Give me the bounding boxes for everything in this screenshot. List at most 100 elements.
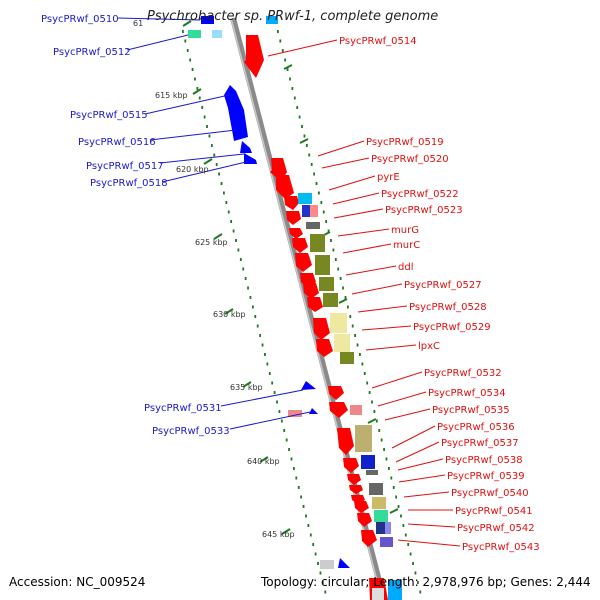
gene-label-right[interactable]: PsycPRwf_0520 — [371, 154, 449, 165]
gene-arrow-0537[interactable] — [343, 458, 359, 473]
scale-dot — [286, 68, 289, 71]
gene-arrow-0532[interactable] — [328, 386, 344, 400]
gene-arrow-0533[interactable] — [309, 408, 318, 414]
scale-dot — [201, 106, 204, 109]
scale-dot — [419, 590, 422, 594]
gene-label-right[interactable]: PsycPRwf_0514 — [339, 36, 417, 47]
scale-dot — [392, 486, 395, 489]
gene-label-right[interactable]: PsycPRwf_0536 — [437, 422, 515, 433]
gene-label-left[interactable]: PsycPRwf_0512 — [53, 47, 131, 58]
gene-label-left[interactable]: PsycPRwf_0531 — [144, 403, 222, 414]
cog-box-0538 — [366, 470, 378, 475]
gene-label-left[interactable]: PsycPRwf_0515 — [70, 110, 148, 121]
leader-line — [159, 153, 245, 164]
gene-arrow-0534[interactable] — [329, 402, 348, 418]
scale-dot — [298, 115, 301, 119]
gene-arrow-0514[interactable] — [244, 35, 264, 78]
gene-arrow-murG[interactable] — [292, 238, 308, 253]
scale-dot — [283, 429, 286, 432]
gene-label-left[interactable]: PsycPRwf_0510 — [41, 14, 119, 25]
gene-label-right[interactable]: murG — [391, 225, 419, 236]
gene-label-right[interactable]: PsycPRwf_0542 — [457, 523, 535, 534]
gene-label-right[interactable]: PsycPRwf_0523 — [385, 205, 463, 216]
gene-arrow-0541[interactable] — [354, 501, 369, 513]
gene-arrow-0528[interactable] — [307, 297, 323, 312]
gene-label-right[interactable]: PsycPRwf_0527 — [404, 280, 482, 291]
gene-label-right[interactable]: PsycPRwf_0522 — [381, 189, 459, 200]
gene-arrow-0542[interactable] — [357, 513, 372, 527]
scale-dot — [235, 239, 237, 242]
gene-arrow-pyrE[interactable] — [284, 196, 299, 210]
scale-dot — [285, 438, 288, 442]
gene-label-right[interactable]: lpxC — [418, 341, 440, 352]
gene-label-left[interactable]: PsycPRwf_0518 — [90, 178, 168, 189]
scale-dot — [251, 305, 254, 309]
scale-dot — [290, 457, 293, 461]
leader-line — [398, 474, 446, 483]
leader-line — [117, 17, 201, 21]
gene-label-right[interactable]: pyrE — [377, 172, 400, 183]
gene-label-right[interactable]: PsycPRwf_0543 — [462, 542, 540, 553]
scale-dot — [278, 410, 281, 413]
leader-line — [220, 389, 304, 407]
gene-arrow-lpxC[interactable] — [316, 339, 333, 357]
gene-label-right[interactable]: PsycPRwf_0532 — [424, 368, 502, 379]
gene-arrow-0529[interactable] — [313, 318, 330, 340]
gene-arrow-0517[interactable] — [244, 153, 257, 164]
scale-dot — [213, 153, 216, 157]
gene-arrow-0520[interactable] — [276, 175, 294, 199]
gene-arrow-0539[interactable] — [349, 485, 363, 494]
cog-box-0512 — [188, 30, 201, 38]
gene-label-left[interactable]: PsycPRwf_0533 — [152, 426, 230, 437]
gene-label-left[interactable]: PsycPRwf_0516 — [78, 137, 156, 148]
cog-box-lpxC — [334, 334, 350, 352]
scale-dot — [344, 296, 347, 299]
gene-label-right[interactable]: PsycPRwf_0528 — [409, 302, 487, 313]
scale-dot — [297, 486, 300, 489]
scale-dot — [339, 277, 342, 280]
gene-arrow-0527[interactable] — [303, 283, 319, 299]
gene-arrow-0510[interactable] — [201, 16, 214, 24]
scale-dot — [404, 533, 407, 537]
scale-dot — [273, 391, 276, 394]
scale-dot — [310, 163, 313, 166]
leader-line — [321, 157, 370, 169]
scale-dot — [308, 153, 311, 157]
gene-arrow-0515[interactable] — [224, 85, 248, 141]
gene-label-right[interactable]: PsycPRwf_0534 — [428, 388, 506, 399]
scale-dot — [261, 343, 264, 347]
scale-dot — [242, 267, 245, 271]
gene-arrow-bottom[interactable] — [338, 558, 350, 568]
leader-line — [144, 94, 230, 115]
leader-line — [328, 175, 376, 191]
leader-line — [397, 539, 461, 547]
gene-arrow-0536[interactable] — [337, 428, 354, 455]
label-leader-lines — [117, 17, 461, 547]
gene-label-right[interactable]: murC — [393, 240, 420, 251]
gene-arrow-0543[interactable] — [361, 530, 377, 547]
gene-arrow-murC[interactable] — [295, 253, 312, 272]
gene-label-right[interactable]: PsycPRwf_0538 — [445, 455, 523, 466]
gene-label-right[interactable]: PsycPRwf_0539 — [447, 471, 525, 482]
gene-arrow-0523[interactable] — [289, 228, 303, 239]
gene-label-right[interactable]: ddl — [398, 262, 413, 273]
gene-label-right[interactable]: PsycPRwf_0519 — [366, 137, 444, 148]
gene-label-right[interactable]: PsycPRwf_0537 — [441, 438, 519, 449]
cog-box-0536 — [355, 425, 372, 452]
scale-dot — [284, 58, 287, 62]
gene-arrow-0531[interactable] — [301, 381, 316, 390]
cog-box-0540 — [369, 483, 383, 495]
gene-label-right[interactable]: PsycPRwf_0529 — [413, 322, 491, 333]
gene-arrow-0522[interactable] — [286, 211, 301, 225]
gene-arrow-0538[interactable] — [347, 474, 361, 485]
gene-label-right[interactable]: PsycPRwf_0540 — [451, 488, 529, 499]
leader-line — [161, 161, 247, 183]
gene-label-right[interactable]: PsycPRwf_0541 — [455, 506, 533, 517]
leader-line — [333, 208, 384, 219]
gene-arrow-0516[interactable] — [240, 141, 252, 153]
scale-dot — [380, 438, 383, 442]
gene-label-left[interactable]: PsycPRwf_0517 — [86, 161, 164, 172]
gene-label-right[interactable]: PsycPRwf_0535 — [432, 405, 510, 416]
right-gene-labels: PsycPRwf_0514 PsycPRwf_0519 PsycPRwf_0520p… — [339, 36, 540, 553]
